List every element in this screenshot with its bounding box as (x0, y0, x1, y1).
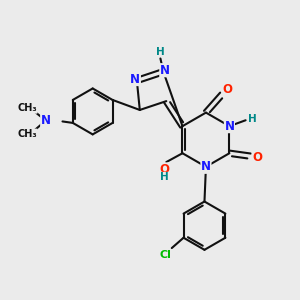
Text: N: N (41, 114, 51, 127)
Text: N: N (160, 64, 170, 77)
Text: CH₃: CH₃ (17, 103, 37, 113)
Text: H: H (160, 172, 169, 182)
Text: CH₃: CH₃ (17, 129, 37, 139)
Text: O: O (252, 151, 262, 164)
Text: N: N (201, 160, 211, 173)
Text: N: N (130, 73, 140, 85)
Text: N: N (224, 120, 234, 133)
Text: O: O (222, 82, 233, 95)
Text: H: H (156, 47, 165, 57)
Text: Cl: Cl (159, 250, 171, 260)
Text: H: H (248, 114, 256, 124)
Text: O: O (160, 163, 170, 176)
